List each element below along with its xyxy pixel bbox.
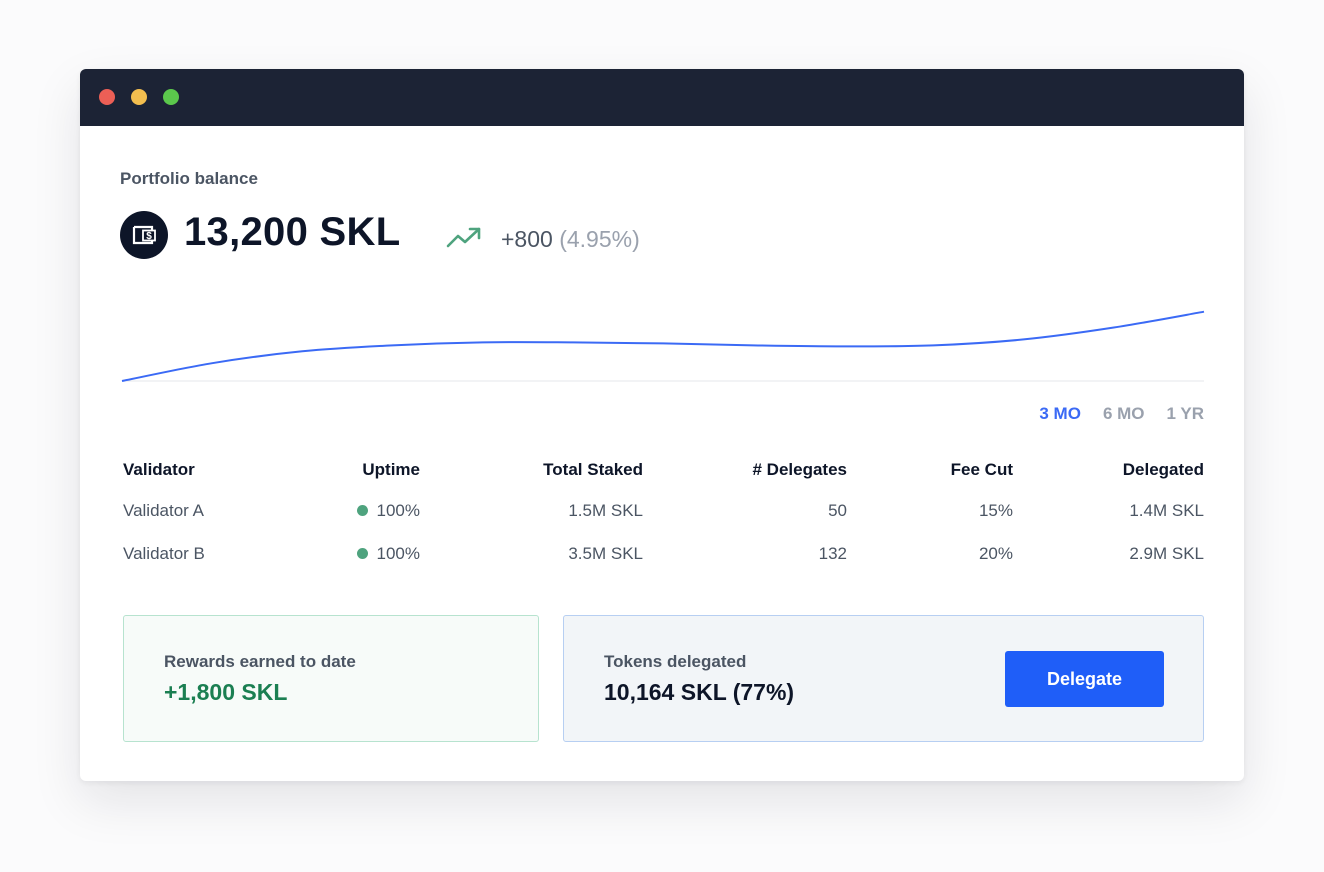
uptime-cell: 100% [293, 532, 420, 575]
uptime-cell: 100% [293, 489, 420, 532]
delegated-cell: 1.4M SKL [1129, 500, 1204, 520]
header-delegates: # Delegates [752, 460, 848, 479]
validator-name: Validator B [123, 543, 205, 563]
change-amount: +800 [501, 226, 553, 252]
balance-chart [121, 310, 1205, 382]
range-tab-1yr[interactable]: 1 YR [1166, 404, 1205, 423]
window-titlebar [80, 69, 1244, 126]
minimize-window-button[interactable] [131, 89, 147, 105]
app-window: Portfolio balance $ 13,200 SKL +800 (4.9… [80, 69, 1244, 781]
delegates-cell: 50 [828, 500, 847, 520]
header-uptime: Uptime [362, 460, 420, 479]
chart-series-line [121, 310, 1205, 382]
table-row[interactable]: Validator A 100% 1.5M SKL 50 15% 1.4M SK… [123, 489, 1204, 532]
status-online-icon [356, 504, 368, 516]
tokens-delegated-card: Tokens delegated 10,164 SKL (77%) Delega… [563, 615, 1204, 742]
total-staked-cell: 1.5M SKL [568, 500, 643, 520]
header-delegated: Delegated [1122, 460, 1204, 479]
range-tab-6mo[interactable]: 6 MO [1102, 404, 1145, 423]
uptime-value: 100% [376, 543, 420, 563]
status-online-icon [356, 547, 368, 559]
header-validator: Validator [123, 460, 195, 479]
header-total-staked: Total Staked [543, 460, 643, 479]
delegates-cell: 132 [818, 543, 847, 563]
tokens-delegated-value: 10,164 SKL (77%) [604, 679, 795, 705]
trending-up-icon [446, 226, 482, 255]
header-fee-cut: Fee Cut [950, 460, 1013, 479]
range-tabs: 3 MO 6 MO 1 YR [1039, 404, 1204, 424]
validators-table: Validator Uptime Total Staked # Delegate… [123, 451, 1204, 575]
wallet-icon: $ [120, 211, 168, 259]
validator-name: Validator A [123, 500, 204, 520]
fee-cut-cell: 15% [978, 500, 1013, 520]
table-row[interactable]: Validator B 100% 3.5M SKL 132 20% 2.9M S… [123, 532, 1204, 575]
balance-change: +800 (4.95%) [501, 226, 640, 253]
maximize-window-button[interactable] [163, 89, 179, 105]
rewards-label: Rewards earned to date [164, 652, 356, 671]
rewards-value: +1,800 SKL [164, 679, 288, 705]
portfolio-balance-label: Portfolio balance [120, 169, 258, 188]
dashboard-content: Portfolio balance $ 13,200 SKL +800 (4.9… [80, 126, 1244, 781]
delegate-button[interactable]: Delegate [1005, 651, 1164, 707]
table-header-row: Validator Uptime Total Staked # Delegate… [123, 451, 1204, 489]
range-tab-3mo[interactable]: 3 MO [1039, 404, 1081, 423]
change-percent: (4.95%) [559, 226, 640, 252]
tokens-delegated-label: Tokens delegated [604, 652, 747, 671]
delegated-cell: 2.9M SKL [1129, 543, 1204, 563]
uptime-value: 100% [376, 500, 420, 520]
svg-text:$: $ [146, 231, 152, 242]
total-staked-cell: 3.5M SKL [568, 543, 643, 563]
rewards-card: Rewards earned to date +1,800 SKL [123, 615, 539, 742]
close-window-button[interactable] [99, 89, 115, 105]
fee-cut-cell: 20% [978, 543, 1013, 563]
portfolio-balance-amount: 13,200 SKL [184, 210, 401, 254]
